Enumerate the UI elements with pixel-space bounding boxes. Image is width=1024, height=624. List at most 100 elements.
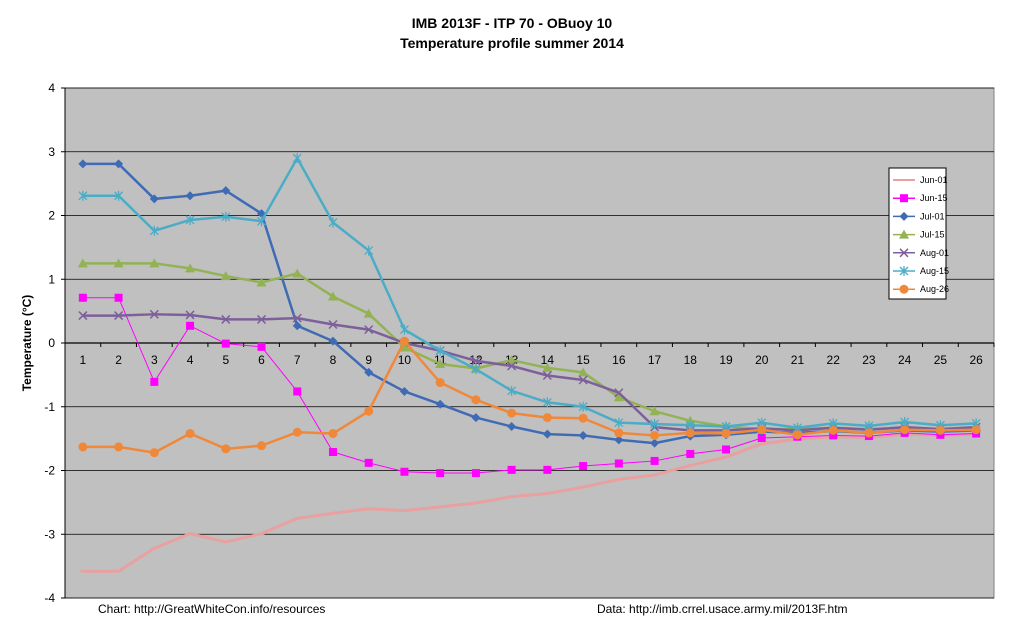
data-point-jul-15-17 [649, 406, 660, 416]
data-point-jun-15-12 [471, 469, 480, 478]
data-point-jun-15-5 [221, 339, 230, 348]
data-point-aug-15-2 [114, 190, 124, 201]
data-point-aug-01-12 [471, 356, 481, 366]
series-line-aug-15 [82, 156, 977, 430]
x-tick-label-3: 3 [151, 353, 158, 367]
data-point-jul-01-16 [614, 435, 624, 445]
data-point-aug-15-6 [257, 216, 266, 227]
x-tick-label-16: 16 [612, 353, 626, 367]
data-point-jul-15-15 [578, 367, 589, 377]
data-point-jun-15-1 [78, 293, 87, 302]
data-point-aug-26-2 [114, 442, 124, 452]
legend-label-aug-26: Aug-26 [920, 284, 949, 294]
data-point-jun-15-16 [614, 459, 623, 468]
data-point-jun-15-19 [722, 445, 731, 454]
legend-marker-aug-01 [899, 248, 909, 258]
data-point-aug-26-5 [221, 444, 231, 454]
data-point-jul-01-5 [221, 186, 231, 196]
data-point-jul-01-4 [185, 191, 195, 201]
data-point-jun-15-15 [579, 462, 588, 471]
data-point-aug-26-3 [149, 448, 159, 458]
data-point-aug-15-7 [292, 153, 302, 164]
series-line-jun-01 [82, 432, 977, 573]
data-point-aug-15-1 [78, 190, 88, 201]
data-point-aug-01-15 [578, 375, 588, 385]
data-point-jun-15-4 [186, 321, 195, 330]
data-point-jul-01-11 [435, 399, 445, 409]
data-point-aug-26-23 [864, 428, 874, 438]
data-point-jul-15-8 [327, 291, 338, 301]
y-tick-label-3: 3 [48, 145, 55, 159]
legend-marker-jun-15 [900, 194, 908, 203]
data-point-aug-26-14 [542, 413, 552, 423]
x-tick-label-24: 24 [898, 353, 912, 367]
data-point-aug-15-4 [185, 214, 195, 225]
x-tick-label-7: 7 [294, 353, 301, 367]
y-tick-label-4: 4 [48, 81, 55, 95]
data-point-jun-15-3 [150, 377, 159, 386]
data-point-jul-15-14 [542, 362, 553, 372]
footer-left-credit: Chart: http://GreatWhiteCon.info/resourc… [98, 602, 325, 616]
data-point-aug-26-12 [471, 395, 481, 405]
data-point-aug-01-3 [149, 309, 159, 319]
x-tick-label-10: 10 [398, 353, 412, 367]
legend-box [888, 167, 947, 300]
legend-marker-jul-01 [899, 211, 909, 221]
y-tick-label-2: 2 [48, 209, 55, 223]
y-tick-label--1: -1 [44, 400, 55, 414]
data-point-aug-26-13 [507, 408, 517, 418]
data-point-jul-15-10 [399, 342, 410, 352]
data-point-aug-15-17 [650, 418, 660, 429]
data-point-jul-01-14 [542, 429, 552, 439]
data-point-aug-26-7 [292, 427, 302, 437]
data-point-aug-15-13 [507, 385, 517, 396]
data-point-aug-26-24 [900, 425, 910, 435]
series-aug-26 [78, 336, 981, 458]
data-point-jul-01-17 [650, 438, 660, 448]
y-tick-label-0: 0 [48, 336, 55, 350]
chart-title: IMB 2013F - ITP 70 - OBuoy 10 [412, 15, 613, 31]
x-tick-label-14: 14 [541, 353, 555, 367]
y-axis-label: Temperature (°C) [20, 295, 34, 392]
data-point-jul-15-4 [185, 263, 196, 273]
data-point-aug-01-4 [185, 310, 195, 320]
data-point-jun-15-8 [328, 448, 337, 457]
y-tick-label-1: 1 [48, 272, 55, 286]
data-point-jun-15-11 [436, 469, 445, 478]
legend-label-jul-15: Jul-15 [920, 230, 945, 240]
x-tick-label-17: 17 [648, 353, 662, 367]
data-point-aug-26-25 [935, 425, 945, 435]
legend-label-aug-15: Aug-15 [920, 266, 949, 276]
data-point-jul-01-12 [471, 413, 481, 423]
data-point-aug-26-26 [971, 425, 981, 435]
legend-marker-aug-26 [899, 284, 909, 294]
x-tick-label-2: 2 [115, 353, 122, 367]
data-point-jun-15-7 [293, 387, 302, 396]
footer-right-source: Data: http://imb.crrel.usace.army.mil/20… [597, 602, 848, 616]
data-point-jul-01-8 [328, 336, 338, 346]
data-point-aug-26-10 [399, 336, 409, 346]
data-point-jun-15-17 [650, 456, 659, 465]
data-point-aug-26-19 [721, 429, 731, 439]
x-tick-label-23: 23 [862, 353, 876, 367]
data-point-aug-01-9 [364, 325, 374, 335]
data-point-jun-15-18 [686, 449, 695, 458]
data-point-jul-15-7 [292, 268, 303, 278]
x-tick-label-8: 8 [330, 353, 337, 367]
data-point-aug-26-4 [185, 429, 195, 439]
data-point-aug-26-1 [78, 442, 88, 452]
legend: Jun-01 Jun-15 Jul-01 Jul-15 Aug-01 Aug-15 Aug-… [888, 167, 949, 300]
data-point-jun-15-20 [757, 433, 766, 442]
data-point-aug-26-8 [328, 429, 338, 439]
legend-marker-jul-15 [899, 229, 909, 239]
legend-label-jun-15: Jun-15 [920, 193, 948, 203]
data-point-aug-01-5 [221, 314, 231, 324]
data-point-jul-15-16 [613, 392, 624, 402]
data-point-jun-15-6 [257, 342, 266, 351]
data-point-jul-15-11 [435, 359, 446, 369]
series-line-aug-26 [82, 339, 977, 454]
data-point-aug-01-16 [614, 388, 624, 398]
legend-label-jul-01: Jul-01 [920, 211, 945, 221]
data-point-jul-15-13 [506, 355, 517, 365]
